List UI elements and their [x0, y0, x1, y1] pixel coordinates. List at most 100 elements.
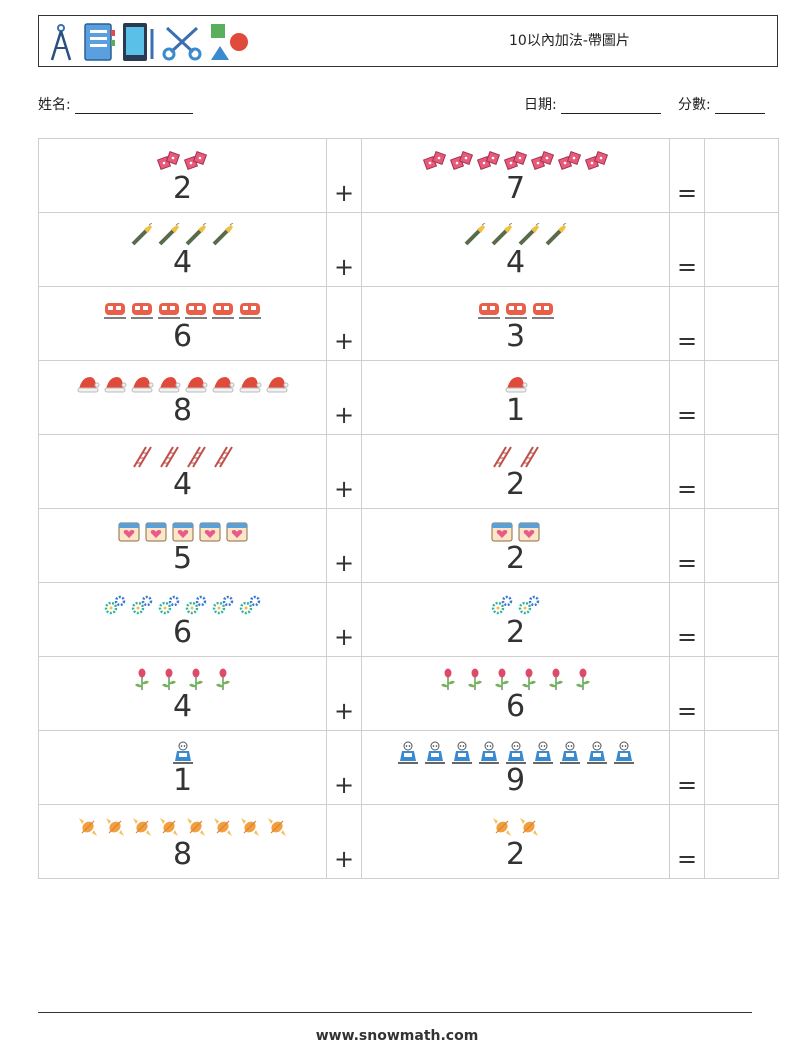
candy-icon	[517, 815, 541, 841]
gears-icon	[490, 593, 514, 619]
plus-sign: +	[333, 697, 355, 725]
score-blank[interactable]	[714, 99, 765, 114]
robot-icon	[504, 741, 528, 767]
flashlight-icon	[544, 222, 568, 249]
notebook-icon	[84, 23, 115, 61]
gears-icon	[517, 593, 541, 619]
equals-cell: =	[669, 508, 705, 583]
problem-row: 1 +9 =	[38, 730, 779, 805]
answer-cell[interactable]	[704, 582, 779, 657]
train-icon	[103, 297, 127, 323]
candy-icon	[103, 815, 127, 841]
problem-row: 2 +7 =	[38, 138, 779, 213]
plus-sign: +	[333, 401, 355, 429]
addend-b-cell: 2	[361, 582, 670, 657]
answer-cell[interactable]	[704, 286, 779, 361]
addend-b-number: 2	[505, 467, 526, 502]
candy-icon	[157, 815, 181, 841]
plus-sign: +	[333, 327, 355, 355]
scissors-icon	[162, 26, 202, 61]
addend-b-number: 2	[505, 837, 526, 872]
train-icon	[504, 297, 528, 323]
flower-icon	[490, 667, 514, 693]
date-blank[interactable]	[560, 99, 661, 114]
problem-row: 4 +6 =	[38, 656, 779, 731]
plus-cell: +	[326, 360, 362, 435]
flower-icon	[544, 667, 568, 693]
flashlight-icon	[463, 222, 487, 249]
problem-row: 8 +1 =	[38, 360, 779, 435]
gears-icon	[103, 593, 127, 619]
equals-cell: =	[669, 804, 705, 879]
equals-cell: =	[669, 212, 705, 287]
candy-icon	[130, 815, 154, 841]
answer-cell[interactable]	[704, 212, 779, 287]
robot-icon	[612, 741, 636, 767]
equals-sign: =	[676, 327, 698, 355]
flashlight-icon	[157, 222, 181, 249]
plus-cell: +	[326, 138, 362, 213]
answer-cell[interactable]	[704, 138, 779, 213]
santa-hat-icon	[504, 371, 528, 397]
robot-icon	[423, 741, 447, 767]
picture-group	[362, 445, 669, 471]
calendar-heart-icon	[517, 519, 541, 545]
addend-b-number: 6	[505, 689, 526, 724]
answer-cell[interactable]	[704, 508, 779, 583]
addend-b-number: 3	[505, 319, 526, 354]
answer-cell[interactable]	[704, 804, 779, 879]
footer-url[interactable]: www.snowmath.com	[315, 1028, 479, 1044]
name-label: 姓名:	[38, 97, 71, 113]
robot-icon	[531, 741, 555, 767]
flashlight-icon	[184, 222, 208, 249]
robot-icon	[477, 741, 501, 767]
worksheet-header: 10以內加法-帶圖片	[38, 15, 778, 67]
ladder-icon	[130, 445, 154, 471]
flower-icon	[184, 667, 208, 693]
answer-cell[interactable]	[704, 360, 779, 435]
flower-icon	[436, 667, 460, 693]
addend-b-cell: 2	[361, 508, 670, 583]
problem-row: 5 +2 =	[38, 508, 779, 583]
score-field[interactable]: 分數:	[678, 94, 765, 114]
addend-a-number: 6	[172, 319, 193, 354]
problem-row: 8 +2 =	[38, 804, 779, 879]
dice-icon	[530, 149, 555, 175]
equals-cell: =	[669, 434, 705, 509]
dice-icon	[584, 149, 609, 175]
picture-group	[362, 741, 669, 767]
plus-sign: +	[333, 845, 355, 873]
addend-a-cell: 4	[38, 212, 327, 287]
picture-group	[362, 222, 669, 249]
addend-a-cell: 8	[38, 804, 327, 879]
flashlight-icon	[490, 222, 514, 249]
compass-icon	[50, 24, 72, 61]
equals-sign: =	[676, 697, 698, 725]
equals-cell: =	[669, 286, 705, 361]
answer-cell[interactable]	[704, 656, 779, 731]
ladder-icon	[184, 445, 208, 471]
answer-cell[interactable]	[704, 730, 779, 805]
dice-icon	[156, 149, 181, 175]
name-blank[interactable]	[74, 99, 193, 114]
flower-icon	[517, 667, 541, 693]
addend-a-cell: 2	[38, 138, 327, 213]
problem-row: 6 +3 =	[38, 286, 779, 361]
answer-cell[interactable]	[704, 434, 779, 509]
plus-cell: +	[326, 656, 362, 731]
addend-b-number: 4	[505, 245, 526, 280]
picture-group	[39, 593, 326, 619]
train-icon	[184, 297, 208, 323]
date-field[interactable]: 日期:	[524, 94, 661, 114]
score-label: 分數:	[678, 97, 711, 113]
name-field[interactable]: 姓名:	[38, 94, 193, 114]
train-icon	[157, 297, 181, 323]
plus-sign: +	[333, 549, 355, 577]
addend-a-number: 8	[172, 837, 193, 872]
ladder-icon	[211, 445, 235, 471]
santa-hat-icon	[184, 371, 208, 397]
ladder-icon	[490, 445, 514, 471]
equals-sign: =	[676, 549, 698, 577]
addend-a-cell: 5	[38, 508, 327, 583]
addend-a-number: 6	[172, 615, 193, 650]
